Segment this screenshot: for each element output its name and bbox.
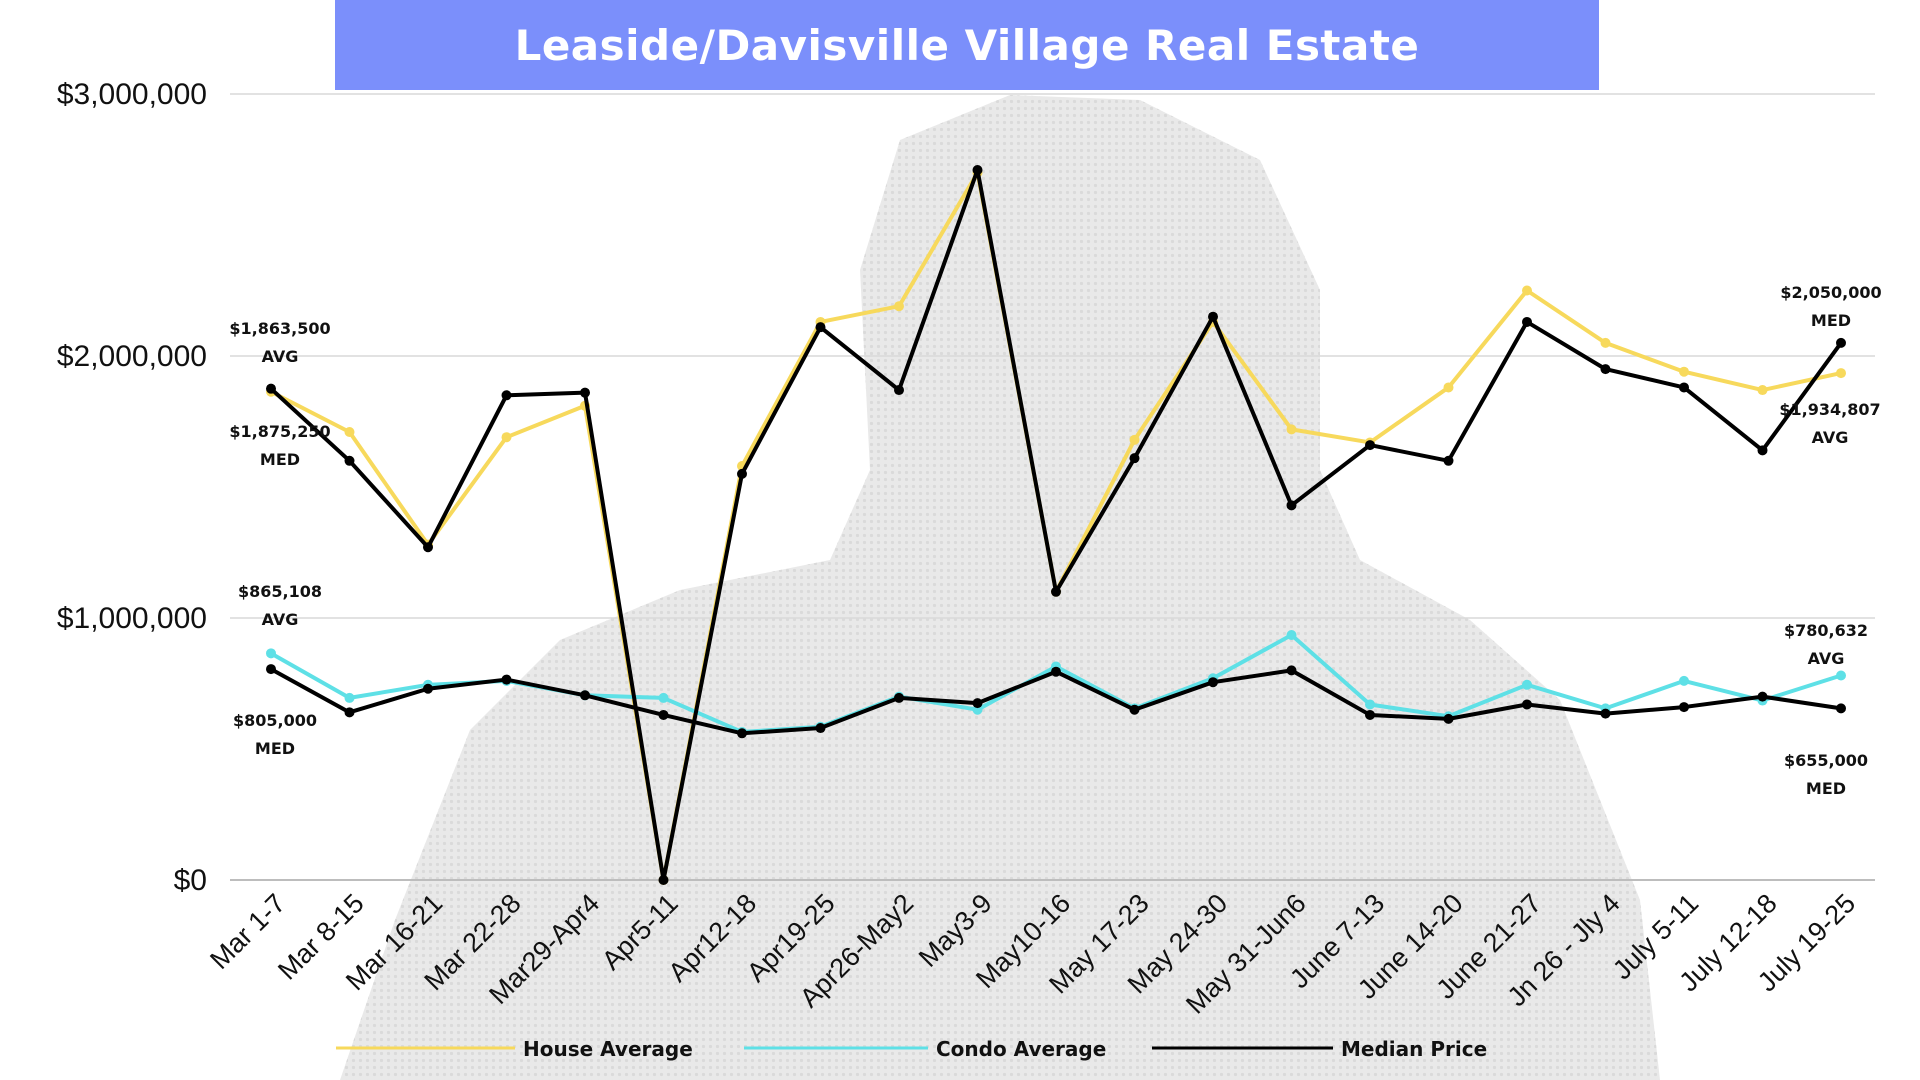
data-point [1208,677,1218,688]
data-point [1522,285,1532,296]
data-point [580,387,590,398]
data-point [1286,630,1297,641]
data-point [1129,434,1140,445]
annotation-tag: AVG [1812,428,1849,447]
legend-item: Condo Average [744,1037,1106,1061]
data-point [1757,445,1768,456]
data-point [1286,500,1297,511]
y-axis-ticks: $0 $1,000,000 $2,000,000 $3,000,000 [57,78,207,897]
legend-label: House Average [523,1037,693,1061]
data-point [1286,424,1297,435]
grid-lines [230,93,1875,881]
annotation-tag: AVG [262,610,299,629]
data-point [266,648,276,659]
data-point [1679,366,1689,377]
data-point [501,390,512,401]
data-point [658,709,669,720]
data-point [501,674,512,685]
data-point [1365,699,1375,710]
data-point [1129,453,1140,464]
data-point [815,723,826,734]
data-point [580,690,590,701]
title-banner: Leaside/Davisville Village Real Estate [335,0,1599,90]
data-point [894,692,904,703]
data-point [1600,708,1611,719]
data-point [1757,385,1768,396]
data-point [1365,709,1375,720]
data-point [1836,337,1846,348]
annotation-tag: AVG [262,347,299,366]
data-point [972,164,983,175]
data-point [1757,691,1768,702]
data-point [658,692,669,703]
data-point [1679,702,1689,713]
series-lines [266,164,1846,885]
legend-item: Median Price [1152,1037,1487,1061]
data-point [1522,679,1532,690]
legend-label: Condo Average [936,1037,1106,1061]
y-tick-label: $2,000,000 [57,340,207,373]
data-point [1836,368,1846,379]
annotation-value: $805,000 [233,711,317,730]
series-median-price [266,664,1846,739]
data-point [501,432,512,443]
data-point [658,875,669,885]
data-point [894,301,904,312]
data-point [1600,364,1611,375]
data-point [344,707,355,718]
annotation-value: $1,875,250 [229,422,330,441]
data-point [737,728,747,739]
data-point [1443,713,1454,724]
annotation-value: $1,934,807 [1779,400,1880,419]
data-point [1443,455,1454,466]
data-point [1600,337,1611,348]
annotation-tag: MED [255,739,295,758]
annotation-tag: MED [1811,311,1851,330]
annotation-tag: MED [1806,779,1846,798]
legend-item: House Average [336,1037,693,1061]
data-point [1286,665,1297,676]
data-point [1051,666,1061,677]
y-tick-label: $3,000,000 [57,78,207,111]
data-point [1051,586,1061,597]
y-tick-label: $1,000,000 [57,602,207,635]
data-point [894,385,904,396]
background-portrait [340,95,1660,1080]
data-point [266,664,276,675]
data-point [423,683,433,694]
series-median-price [266,164,1846,885]
annotation-tag: AVG [1808,649,1845,668]
data-point [344,426,355,437]
data-point [1522,699,1532,710]
annotation-value: $780,632 [1784,621,1868,640]
data-point [1836,670,1846,681]
data-point [737,468,747,479]
data-point [815,322,826,333]
data-point [1365,440,1375,451]
data-point [344,692,355,703]
data-point [1129,704,1140,715]
data-point [1836,703,1846,714]
data-point [266,383,276,394]
annotation-tag: MED [260,450,300,469]
legend: House Average Condo Average Median Price [336,1037,1487,1061]
chart-title: Leaside/Davisville Village Real Estate [514,20,1420,70]
data-point [1679,382,1689,393]
annotation-value: $865,108 [238,582,322,601]
annotation-value: $655,000 [1784,751,1868,770]
data-point [344,455,355,466]
data-point [972,698,983,709]
legend-label: Median Price [1341,1037,1487,1061]
annotation-value: $2,050,000 [1780,283,1881,302]
annotations: $1,863,500 AVG $1,875,250 MED $865,108 AVG $80… [229,283,1881,798]
annotation-value: $1,863,500 [229,319,330,338]
data-point [1679,675,1689,686]
data-point [1522,316,1532,327]
data-point [423,542,433,553]
data-point [1443,382,1454,393]
y-tick-label: $0 [174,864,207,897]
data-point [1208,311,1218,322]
